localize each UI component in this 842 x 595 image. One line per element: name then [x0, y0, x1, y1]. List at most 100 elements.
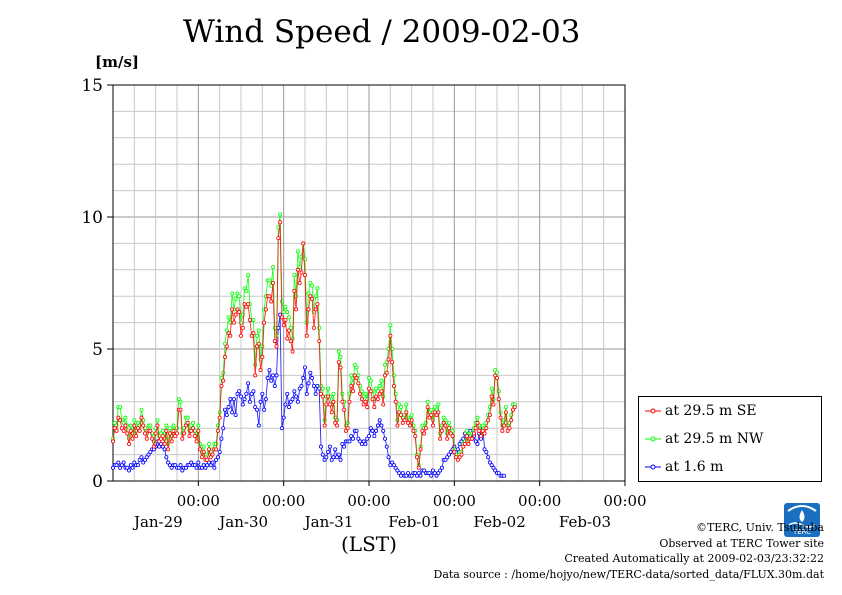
x-tick-date: Feb-01 — [388, 513, 440, 531]
x-tick-time: 00:00 — [603, 492, 646, 510]
data-point-2 — [111, 465, 116, 470]
data-point-0 — [446, 426, 451, 431]
data-point-2 — [406, 471, 411, 476]
data-point-0 — [429, 412, 434, 417]
data-point-2 — [372, 434, 377, 439]
data-point-2 — [256, 423, 261, 428]
data-point-2 — [221, 426, 226, 431]
x-tick-time: 00:00 — [177, 492, 220, 510]
data-point-2 — [336, 452, 341, 457]
data-point-1 — [235, 291, 240, 296]
data-point-2 — [489, 463, 494, 468]
data-point-0 — [338, 365, 343, 370]
data-point-0 — [382, 373, 387, 378]
data-point-0 — [441, 420, 446, 425]
data-point-0 — [480, 428, 485, 433]
data-point-0 — [150, 436, 155, 441]
data-point-1 — [128, 423, 133, 428]
x-tick-date: Feb-03 — [559, 513, 611, 531]
data-point-0 — [366, 386, 371, 391]
data-point-1 — [338, 354, 343, 359]
data-point-2 — [320, 452, 325, 457]
y-tick-label: 0 — [92, 472, 103, 492]
data-point-2 — [210, 460, 215, 465]
data-point-0 — [221, 378, 226, 383]
data-point-0 — [290, 349, 295, 354]
data-point-2 — [324, 455, 329, 460]
data-point-0 — [278, 220, 283, 225]
data-point-2 — [434, 473, 439, 478]
data-point-0 — [228, 333, 233, 338]
data-point-0 — [487, 412, 492, 417]
data-point-2 — [322, 457, 327, 462]
data-point-2 — [311, 383, 316, 388]
data-point-2 — [247, 399, 252, 404]
data-point-1 — [244, 288, 249, 293]
data-point-0 — [427, 415, 432, 420]
data-point-0 — [462, 442, 467, 447]
data-point-0 — [491, 402, 496, 407]
data-point-0 — [473, 426, 478, 431]
data-point-0 — [411, 428, 416, 433]
data-point-1 — [420, 423, 425, 428]
data-point-0 — [194, 439, 199, 444]
data-point-1 — [226, 315, 231, 320]
data-point-0 — [500, 428, 505, 433]
data-point-1 — [281, 310, 286, 315]
series-line-2 — [112, 314, 505, 477]
data-point-0 — [457, 455, 462, 460]
y-tick-label: 10 — [81, 208, 103, 228]
data-point-2 — [139, 455, 144, 460]
data-point-0 — [153, 431, 158, 436]
data-point-2 — [356, 436, 361, 441]
legend-label-nw: at 29.5 m NW — [665, 431, 764, 447]
data-point-0 — [198, 447, 203, 452]
data-point-0 — [390, 360, 395, 365]
data-point-1 — [450, 428, 455, 433]
legend-marker-ground — [645, 464, 661, 470]
source-text: Data source : /home/hojyo/new/TERC-data/… — [433, 567, 825, 581]
data-point-0 — [507, 426, 512, 431]
data-point-0 — [393, 399, 398, 404]
data-point-0 — [162, 442, 167, 447]
data-point-1 — [139, 407, 144, 412]
data-point-2 — [461, 436, 466, 441]
data-point-0 — [365, 405, 370, 410]
data-point-2 — [491, 465, 496, 470]
data-point-2 — [242, 397, 247, 402]
data-point-0 — [510, 407, 515, 412]
data-point-2 — [228, 397, 233, 402]
data-point-2 — [203, 465, 208, 470]
x-tick-time: 00:00 — [262, 492, 305, 510]
data-point-0 — [274, 344, 279, 349]
data-point-0 — [144, 436, 149, 441]
data-point-0 — [359, 397, 364, 402]
data-point-0 — [217, 415, 222, 420]
data-point-0 — [318, 391, 323, 396]
data-point-0 — [215, 428, 220, 433]
data-point-2 — [222, 407, 227, 412]
data-point-2 — [295, 399, 300, 404]
data-point-1 — [112, 420, 117, 425]
data-point-0 — [240, 325, 245, 330]
data-point-1 — [171, 423, 176, 428]
data-point-0 — [123, 423, 128, 428]
data-point-2 — [422, 468, 427, 473]
data-point-2 — [326, 449, 331, 454]
data-point-0 — [208, 455, 213, 460]
data-point-2 — [251, 389, 256, 394]
data-point-1 — [446, 420, 451, 425]
data-point-2 — [262, 407, 267, 412]
logo-text: TERC — [792, 528, 811, 536]
data-point-1 — [123, 415, 128, 420]
data-point-0 — [445, 436, 450, 441]
data-point-2 — [299, 383, 304, 388]
data-point-2 — [350, 436, 355, 441]
data-point-2 — [486, 455, 491, 460]
data-point-0 — [489, 394, 494, 399]
data-point-0 — [372, 405, 377, 410]
data-point-0 — [509, 418, 514, 423]
x-tick-date: Jan-30 — [217, 513, 268, 531]
data-point-2 — [274, 373, 279, 378]
data-point-1 — [256, 328, 261, 333]
